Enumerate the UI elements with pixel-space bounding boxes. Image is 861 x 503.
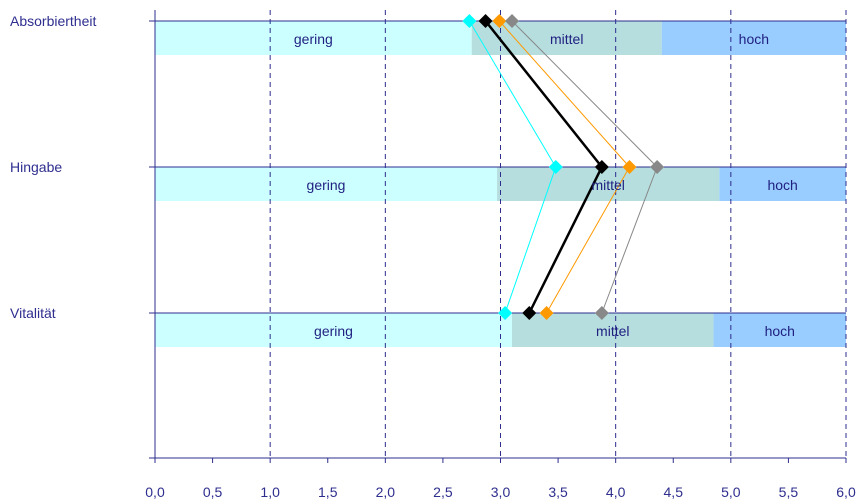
series-2-point (650, 160, 665, 174)
series-3-point (478, 14, 493, 28)
band-label: gering (314, 323, 353, 339)
band-mittel (497, 167, 720, 201)
band-label: gering (294, 31, 333, 47)
series-0-point (462, 14, 477, 28)
band-gering (155, 167, 498, 201)
series-0-point (498, 306, 513, 320)
level-bands (155, 21, 846, 347)
x-tick-label: 0,0 (145, 484, 165, 500)
band-hoch (719, 167, 846, 201)
series-1-point (539, 306, 554, 320)
category-label: Absorbiertheit (10, 13, 96, 29)
grid-lines (269, 10, 847, 458)
labels: gering mittel hoch gering mittel hoch gering mi… (10, 13, 856, 500)
x-tick-label: 5,5 (779, 484, 799, 500)
band-label: hoch (767, 177, 797, 193)
x-tick-label: 0,5 (203, 484, 223, 500)
x-tick-label: 6,0 (836, 484, 856, 500)
band-gering (155, 313, 513, 347)
category-label: Hingabe (10, 159, 62, 175)
band-label: gering (307, 177, 346, 193)
x-tick-label: 2,0 (376, 484, 396, 500)
band-label: mittel (550, 31, 583, 47)
series-2-point (594, 306, 609, 320)
band-label: mittel (591, 177, 624, 193)
series-1-point (622, 160, 637, 174)
band-label: mittel (596, 323, 629, 339)
band-mittel (471, 21, 662, 55)
series-0-point (548, 160, 563, 174)
series-markers (462, 14, 665, 320)
x-tick-label: 3,5 (548, 484, 568, 500)
x-tick-label: 1,5 (318, 484, 338, 500)
series-3-point (522, 306, 537, 320)
category-label: Vitalität (10, 305, 56, 321)
series-2-point (505, 14, 520, 28)
series-1-point (492, 14, 507, 28)
x-tick-label: 4,5 (664, 484, 684, 500)
band-label: hoch (739, 31, 769, 47)
x-tick-label: 5,0 (721, 484, 741, 500)
series-3-point (594, 160, 609, 174)
x-tick-label: 3,0 (491, 484, 511, 500)
x-tick-label: 2,5 (433, 484, 453, 500)
band-hoch (713, 313, 846, 347)
x-tick-label: 1,0 (260, 484, 280, 500)
x-tick-label: 4,0 (606, 484, 626, 500)
band-gering (155, 21, 472, 55)
band-label: hoch (765, 323, 795, 339)
band-hoch (661, 21, 846, 55)
axes (149, 10, 847, 463)
